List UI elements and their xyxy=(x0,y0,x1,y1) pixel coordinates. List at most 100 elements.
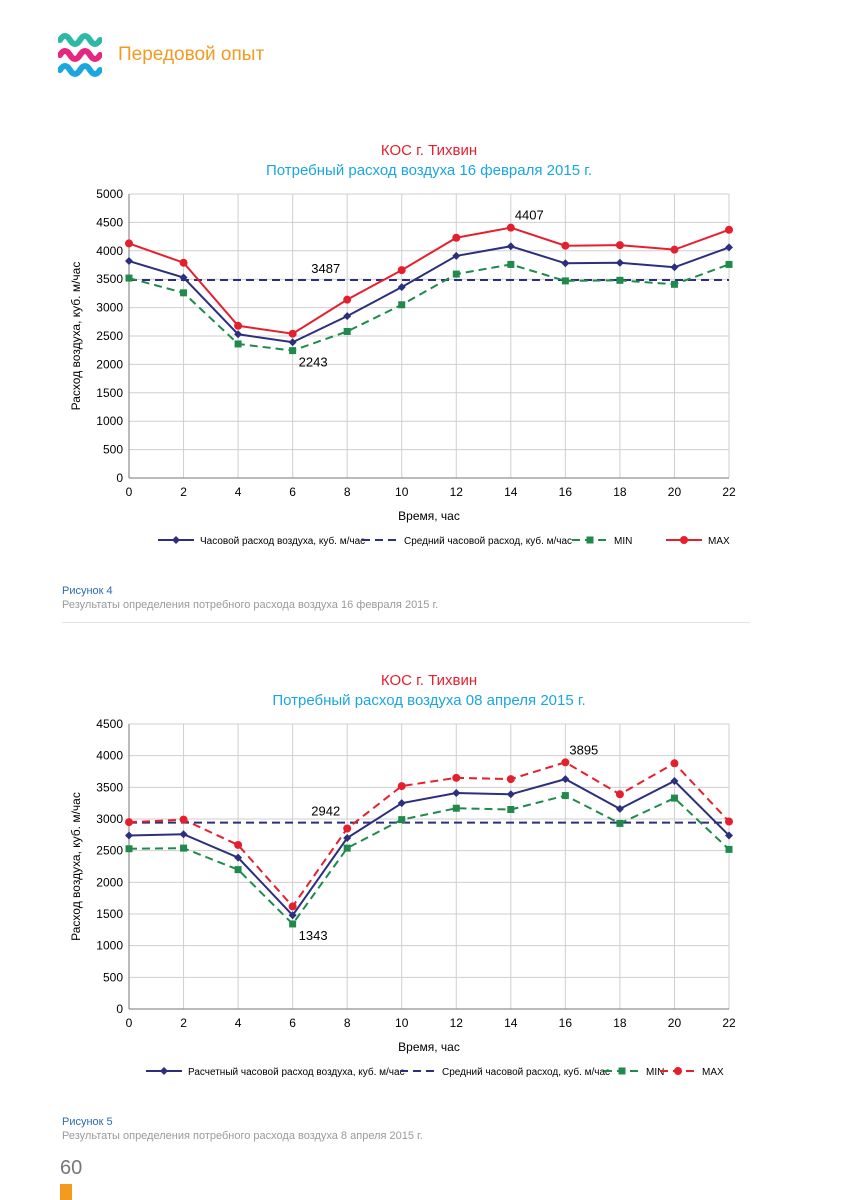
y-tick-label: 4500 xyxy=(96,215,123,229)
legend-marker xyxy=(586,536,594,544)
data-point xyxy=(561,241,570,250)
y-tick-label: 1000 xyxy=(96,939,123,953)
data-point xyxy=(616,276,624,284)
data-label: 2942 xyxy=(311,804,340,819)
data-point xyxy=(670,777,679,785)
legend-label: Средний часовой расход, куб. м/час xyxy=(404,535,572,547)
legend-marker xyxy=(680,536,688,544)
data-point xyxy=(125,845,133,853)
logo-wave-1 xyxy=(58,33,102,47)
data-point xyxy=(506,223,515,232)
data-point xyxy=(561,792,569,800)
data-point xyxy=(615,790,624,799)
chart-title: КОС г. Тихвин xyxy=(381,142,477,159)
series-group xyxy=(125,758,733,911)
y-axis-label: Расход воздуха, куб. м/час xyxy=(69,262,83,411)
x-tick-label: 20 xyxy=(668,485,682,499)
x-tick-label: 14 xyxy=(504,485,518,499)
x-tick-label: 10 xyxy=(395,485,409,499)
series-group xyxy=(125,775,733,920)
y-tick-label: 4500 xyxy=(96,717,123,731)
y-tick-label: 2500 xyxy=(96,844,123,858)
data-point xyxy=(289,920,297,928)
legend-label: Расчетный часовой расход воздуха, куб. м… xyxy=(188,1066,405,1078)
y-tick-label: 1000 xyxy=(96,414,123,428)
data-point xyxy=(506,775,515,784)
x-tick-label: 22 xyxy=(722,1016,736,1030)
y-tick-label: 500 xyxy=(103,970,123,984)
y-tick-label: 2000 xyxy=(96,875,123,889)
y-tick-label: 3000 xyxy=(96,812,123,826)
data-point xyxy=(288,338,297,347)
data-point xyxy=(725,845,733,853)
data-label: 2243 xyxy=(299,355,328,370)
x-tick-label: 12 xyxy=(450,1016,464,1030)
figure-label: Рисунок 4 xyxy=(62,585,113,597)
data-point xyxy=(343,327,351,335)
y-tick-label: 500 xyxy=(103,443,123,457)
series-line xyxy=(128,794,730,926)
logo-wave-3 xyxy=(58,63,102,77)
data-point xyxy=(506,242,515,251)
chart-subtitle: Потребный расход воздуха 08 апреля 2015 … xyxy=(272,692,585,709)
legend-label: Часовой расход воздуха, куб. м/час xyxy=(200,535,365,547)
series-group xyxy=(125,792,733,928)
series-group xyxy=(125,242,733,347)
data-point xyxy=(615,258,624,267)
data-point xyxy=(343,312,352,321)
data-point xyxy=(234,840,243,849)
series-line xyxy=(128,778,730,917)
x-tick-label: 16 xyxy=(559,1016,573,1030)
data-point xyxy=(397,283,406,292)
data-point xyxy=(343,834,352,842)
data-point xyxy=(452,251,461,260)
chart-air-consumption-april: КОС г. Тихвин Потребный расход воздуха 08… xyxy=(69,672,736,1078)
page-number: 60 xyxy=(60,1157,83,1179)
y-tick-label: 4000 xyxy=(96,749,123,763)
legend-marker xyxy=(172,536,180,544)
data-point xyxy=(343,824,352,833)
data-point xyxy=(507,806,515,813)
data-point xyxy=(452,789,461,798)
legend-label: Средний часовой расход, куб. м/час xyxy=(442,1066,610,1078)
figure-5-caption: Рисунок 5 Результаты определения потребн… xyxy=(62,1116,423,1142)
series-line xyxy=(128,226,730,335)
x-tick-label: 18 xyxy=(613,485,627,499)
divider xyxy=(62,622,750,623)
x-tick-label: 6 xyxy=(289,1016,296,1030)
data-point xyxy=(452,233,461,242)
logo-wave-2 xyxy=(58,48,102,62)
x-axis-label: Время, час xyxy=(398,509,460,523)
chart-air-consumption-february: КОС г. Тихвин Потребный расход воздуха 16… xyxy=(69,142,736,547)
x-tick-label: 4 xyxy=(235,1016,242,1030)
data-point xyxy=(725,817,733,826)
data-point xyxy=(397,782,406,791)
data-label: 4407 xyxy=(515,208,544,223)
legend-label: MAX xyxy=(702,1067,724,1078)
series-group xyxy=(125,223,733,338)
data-point xyxy=(670,759,679,768)
data-point xyxy=(288,329,297,338)
data-point xyxy=(234,853,243,862)
data-point xyxy=(125,274,133,282)
chart-title: КОС г. Тихвин xyxy=(381,672,477,689)
data-point xyxy=(452,773,461,782)
data-point xyxy=(725,225,733,234)
data-point xyxy=(506,790,515,799)
y-tick-label: 2000 xyxy=(96,357,123,371)
legend-marker xyxy=(674,1067,682,1075)
legend-label: MIN xyxy=(646,1067,664,1078)
series-line xyxy=(128,245,730,344)
legend-label: MAX xyxy=(708,536,730,547)
data-label: 3487 xyxy=(311,261,340,276)
data-point xyxy=(670,263,679,272)
x-tick-label: 8 xyxy=(344,485,351,499)
data-point xyxy=(234,321,243,330)
legend-marker xyxy=(618,1067,626,1075)
x-tick-label: 20 xyxy=(668,1016,682,1030)
x-axis-label: Время, час xyxy=(398,1040,460,1054)
data-point xyxy=(125,818,133,827)
x-tick-label: 10 xyxy=(395,1016,409,1030)
data-point xyxy=(179,815,188,824)
data-point xyxy=(343,844,351,852)
